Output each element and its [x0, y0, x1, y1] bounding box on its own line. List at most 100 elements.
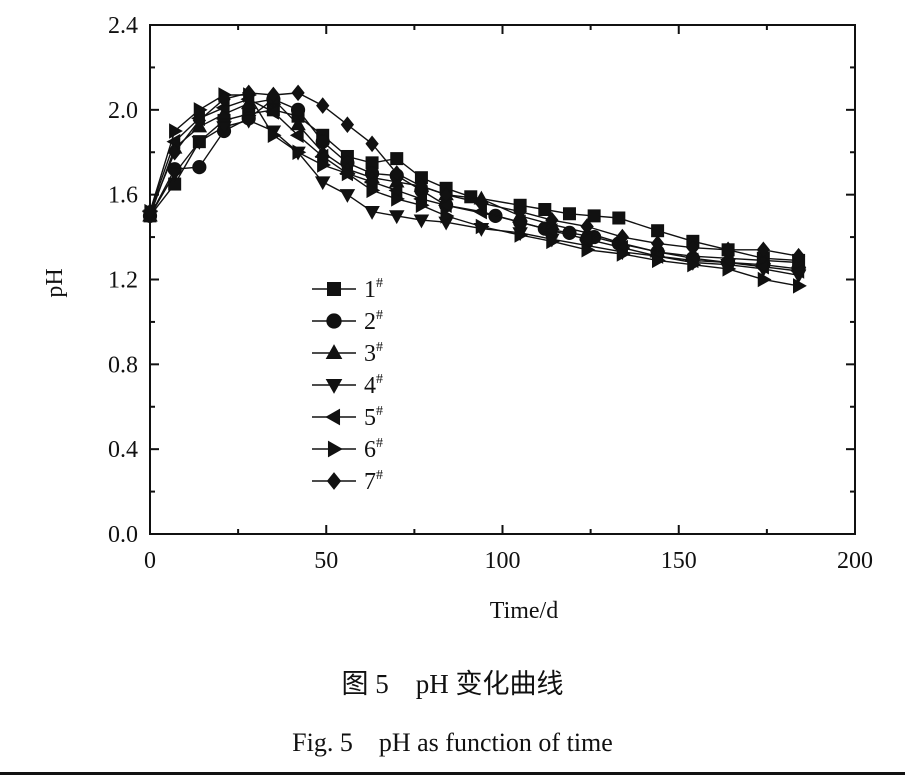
series-line-1 — [149, 109, 799, 262]
data-point-series-7 — [474, 194, 488, 212]
data-point-series-7 — [365, 135, 379, 153]
data-point-series-7 — [650, 235, 665, 252]
plot-border — [149, 24, 856, 535]
axis-ticks — [149, 24, 856, 535]
y-tick-label: 1.6 — [108, 183, 138, 209]
data-point-series-7 — [513, 203, 527, 220]
data-point-series-4 — [388, 210, 405, 225]
data-point-series-5 — [289, 127, 304, 144]
data-point-series-6 — [616, 246, 631, 262]
data-point-series-4 — [191, 136, 208, 150]
data-point-series-4 — [339, 189, 356, 203]
data-point-series-7 — [217, 90, 231, 108]
legend-marker — [327, 440, 343, 458]
data-point-series-5 — [265, 104, 279, 120]
data-point-series-5 — [166, 133, 181, 150]
legend-label: 6# — [364, 436, 383, 463]
data-point-series-6 — [366, 182, 381, 199]
series-7 — [143, 84, 806, 265]
data-point-series-2 — [290, 102, 306, 117]
y-tick-label: 2.4 — [108, 13, 138, 39]
data-point-series-6 — [514, 227, 529, 243]
data-point-series-7 — [168, 143, 182, 161]
data-point-series-7 — [266, 86, 281, 104]
data-point-series-5 — [755, 259, 769, 275]
x-axis-title: Time/d — [490, 598, 558, 624]
legend-marker — [325, 408, 341, 426]
legend: 1# 2# 3# 4# 5# 6# 7# — [312, 276, 383, 495]
legend-entry-5: 5# — [312, 404, 383, 431]
data-point-series-6 — [546, 233, 561, 250]
x-tick-label: 200 — [837, 548, 873, 574]
data-point-series-6 — [652, 252, 666, 269]
data-point-series-7 — [192, 112, 206, 129]
data-point-series-1 — [390, 152, 404, 166]
data-point-series-4 — [216, 121, 232, 136]
data-point-series-4 — [364, 206, 380, 220]
data-point-series-6 — [169, 123, 183, 139]
data-point-series-4 — [240, 114, 257, 129]
y-tick-label: 0.0 — [108, 522, 138, 548]
legend-entry-4: 4# — [312, 372, 383, 399]
data-point-series-1 — [562, 207, 576, 221]
data-point-series-4 — [166, 167, 183, 182]
x-tick-label: 50 — [314, 548, 338, 574]
series-layer — [141, 84, 807, 294]
plot-frame — [149, 24, 856, 535]
y-tick-label: 1.2 — [108, 268, 138, 294]
data-point-series-7 — [242, 84, 256, 102]
data-point-series-1 — [587, 209, 601, 223]
y-tick-labels: 0.0 0.4 0.8 1.2 1.6 2.0 2.4 — [108, 13, 138, 548]
data-point-series-7 — [291, 84, 305, 102]
y-tick-label: 0.8 — [108, 352, 138, 378]
data-point-series-3 — [290, 116, 306, 131]
data-point-series-4 — [413, 214, 430, 229]
series-1 — [143, 103, 806, 267]
y-tick-label: 2.0 — [108, 98, 138, 124]
data-point-series-7 — [390, 165, 404, 182]
x-tick-label: 150 — [661, 548, 697, 574]
data-point-series-6 — [267, 127, 282, 144]
data-point-series-7 — [143, 203, 157, 220]
data-point-series-7 — [316, 97, 330, 114]
data-point-series-6 — [317, 157, 331, 173]
bottom-rule — [0, 772, 905, 775]
x-tick-labels: 0 50 100 150 200 — [144, 548, 873, 574]
data-point-series-1 — [612, 211, 626, 225]
data-point-series-7 — [791, 247, 806, 265]
legend-marker — [327, 282, 341, 296]
data-point-series-7 — [756, 241, 770, 259]
legend-label: 2# — [364, 308, 383, 335]
data-point-series-7 — [545, 211, 559, 229]
legend-marker — [325, 378, 343, 394]
legend-label: 7# — [364, 468, 383, 495]
data-point-series-5 — [790, 263, 805, 279]
legend-marker — [326, 472, 342, 490]
data-point-series-5 — [511, 214, 526, 230]
data-point-series-7 — [686, 239, 700, 256]
data-point-series-7 — [580, 218, 594, 235]
y-axis-title: pH — [42, 268, 68, 297]
legend-marker — [325, 344, 343, 360]
data-point-series-6 — [292, 144, 307, 161]
legend-entry-2: 2# — [312, 308, 383, 335]
data-point-series-7 — [414, 177, 429, 195]
legend-label: 3# — [364, 340, 383, 367]
ph-chart: 0 50 100 150 200 0.0 0.4 0.8 1.2 1.6 2.0 2.4 Time/… — [42, 13, 873, 624]
data-point-series-2 — [192, 159, 207, 175]
data-point-series-6 — [415, 197, 430, 214]
data-point-series-6 — [757, 271, 772, 288]
legend-label: 5# — [364, 404, 383, 431]
data-point-series-6 — [440, 208, 455, 224]
data-point-series-1 — [651, 224, 665, 238]
legend-label: 1# — [364, 276, 383, 303]
legend-label: 4# — [364, 372, 383, 399]
figure-caption-chinese: 图 5 pH 变化曲线 — [341, 669, 564, 699]
data-point-series-7 — [340, 116, 355, 133]
data-point-series-7 — [615, 228, 629, 246]
data-point-series-6 — [341, 165, 356, 182]
legend-entry-7: 7# — [312, 468, 383, 495]
data-point-series-7 — [439, 186, 453, 203]
legend-marker — [326, 313, 342, 329]
legend-entry-3: 3# — [312, 340, 383, 367]
